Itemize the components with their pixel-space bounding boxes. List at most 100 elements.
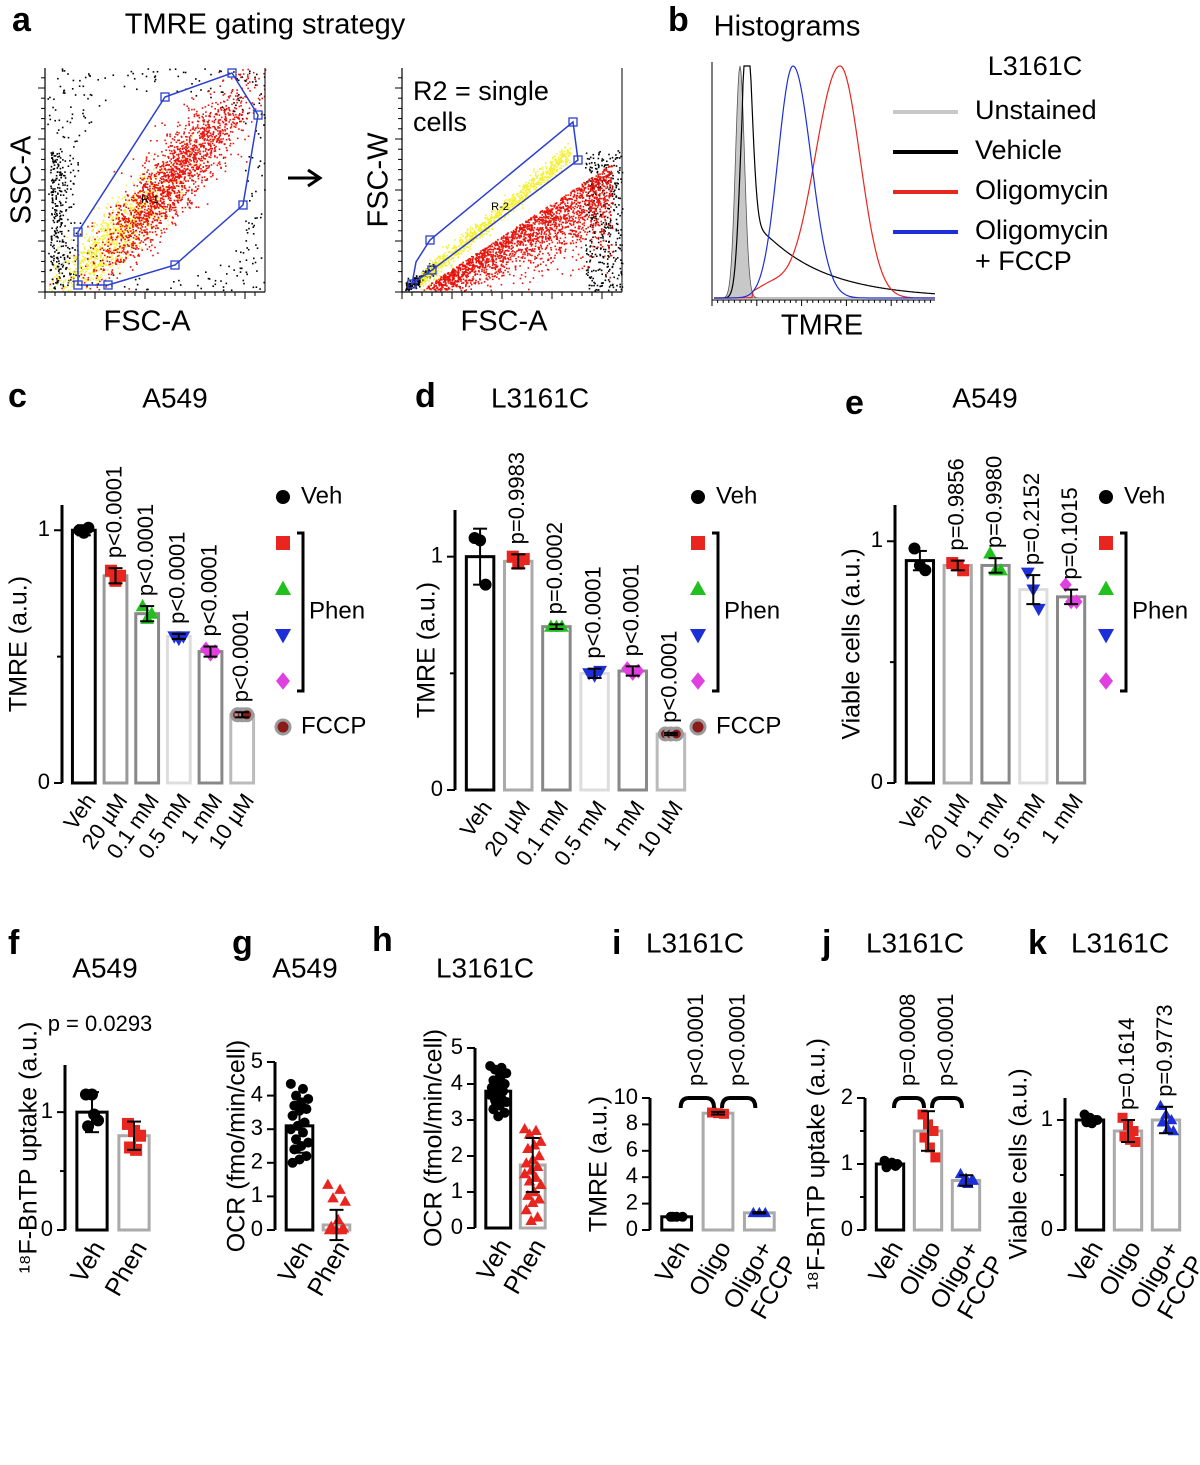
event-dot	[117, 210, 120, 213]
event-dot	[149, 231, 151, 233]
event-dot	[105, 222, 108, 225]
event-dot	[57, 278, 60, 280]
event-dot	[130, 254, 132, 256]
event-dot	[172, 174, 174, 177]
event-dot	[74, 94, 77, 96]
event-dot	[582, 205, 585, 208]
event-dot	[236, 78, 238, 80]
event-dot	[64, 189, 66, 192]
event-dot	[618, 169, 621, 171]
event-dot	[137, 207, 140, 210]
event-dot	[157, 216, 160, 219]
event-dot	[588, 179, 591, 182]
event-dot	[585, 273, 588, 275]
event-dot	[596, 220, 598, 223]
event-dot	[604, 168, 607, 170]
event-dot	[99, 260, 102, 262]
event-dot	[620, 155, 622, 158]
event-dot	[199, 152, 201, 154]
event-dot	[124, 225, 126, 228]
event-dot	[511, 242, 513, 244]
event-dot	[536, 219, 539, 221]
event-dot	[119, 234, 121, 237]
event-dot	[166, 135, 168, 137]
event-dot	[53, 234, 56, 237]
event-dot	[64, 225, 66, 227]
event-dot	[594, 167, 597, 170]
event-dot	[173, 281, 175, 283]
event-dot	[155, 167, 158, 169]
event-dot	[159, 212, 161, 215]
event-dot	[601, 164, 603, 167]
event-dot	[91, 243, 93, 246]
event-dot	[220, 166, 222, 169]
event-dot	[83, 279, 85, 282]
event-dot	[209, 127, 212, 129]
event-dot	[474, 282, 477, 285]
event-dot	[225, 105, 227, 107]
event-dot	[222, 91, 224, 93]
event-dot	[465, 271, 468, 274]
event-dot	[84, 237, 86, 239]
event-dot	[587, 254, 590, 256]
event-dot	[164, 164, 167, 167]
event-dot	[232, 109, 235, 112]
event-dot	[55, 282, 57, 284]
event-dot	[612, 174, 614, 177]
event-dot	[222, 132, 224, 135]
event-dot	[581, 223, 584, 225]
event-dot	[150, 239, 153, 241]
event-dot	[526, 227, 528, 229]
event-dot	[194, 174, 196, 176]
event-dot	[546, 268, 549, 271]
event-dot	[68, 279, 70, 282]
event-dot	[106, 260, 109, 263]
event-dot	[145, 158, 148, 160]
event-dot	[239, 271, 242, 273]
event-dot	[101, 244, 104, 246]
event-dot	[165, 186, 168, 188]
event-dot	[147, 212, 150, 214]
event-dot	[578, 196, 580, 199]
event-dot	[139, 181, 141, 183]
event-dot	[236, 116, 238, 118]
event-dot	[137, 192, 139, 194]
event-dot	[609, 268, 611, 271]
event-dot	[50, 241, 53, 244]
event-dot	[160, 229, 163, 232]
event-dot	[551, 212, 554, 214]
event-dot	[586, 181, 588, 183]
event-dot	[181, 186, 183, 188]
event-dot	[602, 199, 605, 201]
event-dot	[82, 112, 84, 115]
event-dot	[187, 180, 189, 182]
event-dot	[541, 241, 544, 243]
event-dot	[608, 188, 610, 191]
event-dot	[595, 288, 598, 291]
event-dot	[408, 289, 410, 292]
event-dot	[587, 271, 590, 274]
event-dot	[193, 150, 195, 152]
event-dot	[595, 193, 597, 196]
event-dot	[59, 174, 61, 176]
event-dot	[96, 241, 99, 244]
event-dot	[520, 235, 523, 238]
event-dot	[187, 146, 190, 148]
event-dot	[200, 170, 202, 173]
event-dot	[408, 286, 411, 288]
event-dot	[132, 199, 134, 202]
event-dot	[70, 206, 73, 208]
event-dot	[177, 173, 179, 175]
event-dot	[85, 267, 88, 270]
event-dot	[611, 172, 613, 174]
event-dot	[149, 189, 151, 192]
event-dot	[97, 248, 99, 251]
event-dot	[110, 249, 113, 251]
event-dot	[182, 194, 185, 196]
event-dot	[523, 235, 525, 238]
event-dot	[138, 205, 141, 207]
event-dot	[183, 167, 186, 170]
event-dot	[609, 252, 612, 255]
event-dot	[429, 277, 431, 279]
event-dot	[209, 156, 212, 159]
